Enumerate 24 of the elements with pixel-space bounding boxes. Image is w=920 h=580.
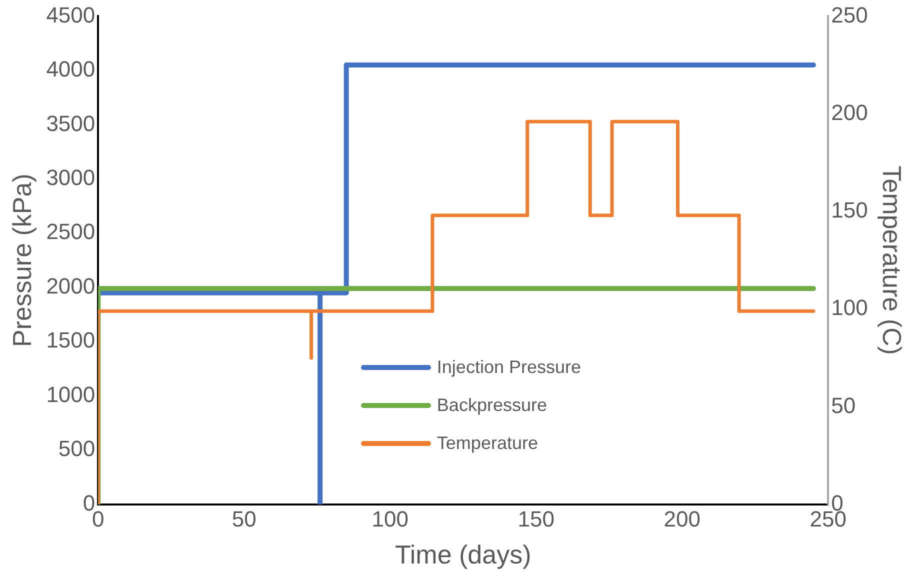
x-axis-title: Time (days) — [394, 540, 532, 570]
y2-tick-label: 50 — [831, 392, 856, 418]
y2-tick-label: 100 — [831, 295, 868, 320]
y-tick-label: 2000 — [46, 273, 96, 298]
legend-label: Injection Pressure — [436, 356, 581, 378]
y-tick-label: 1000 — [46, 382, 96, 407]
y-tick-label: 3000 — [46, 164, 96, 190]
x-tick-label: 100 — [372, 506, 408, 532]
y-tick-label: 4500 — [46, 2, 96, 28]
legend-label: Temperature — [436, 432, 538, 454]
y-tick-label: 2500 — [46, 219, 96, 244]
y2-tick-label: 200 — [831, 100, 868, 125]
y2-tick-label: 150 — [831, 198, 868, 223]
y-tick-label: 1500 — [46, 328, 96, 353]
y-axis-title: Pressure (kPa) — [6, 174, 37, 347]
x-tick-label: 50 — [232, 506, 256, 532]
y-tick-label: 500 — [58, 436, 96, 462]
legend-label: Backpressure — [436, 394, 547, 416]
y2-axis-title: Temperature (C) — [877, 166, 908, 355]
x-tick-label: 200 — [664, 506, 700, 532]
y-tick-label: 4000 — [46, 56, 96, 82]
y-tick-label: 3500 — [46, 110, 96, 136]
y2-tick-label: 250 — [831, 2, 868, 28]
x-tick-label: 150 — [518, 506, 554, 532]
